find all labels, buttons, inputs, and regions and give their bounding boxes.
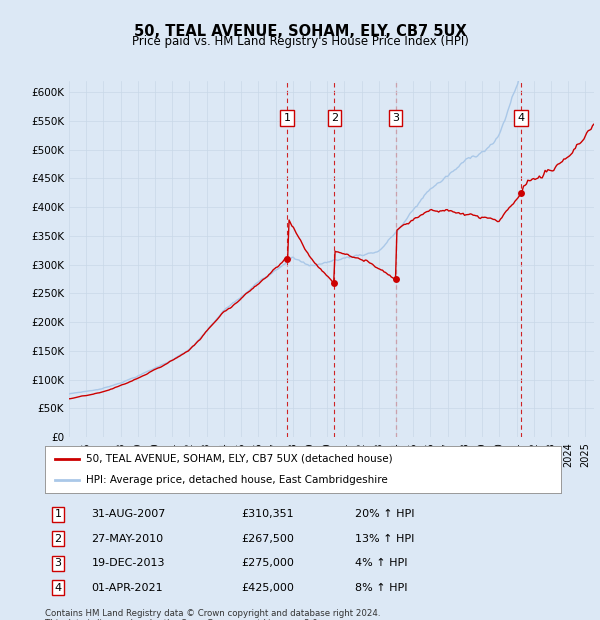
Text: 19-DEC-2013: 19-DEC-2013 (91, 559, 165, 569)
Text: 4: 4 (55, 583, 61, 593)
Text: 1: 1 (284, 113, 290, 123)
Text: 01-APR-2021: 01-APR-2021 (91, 583, 163, 593)
Text: 1: 1 (55, 510, 61, 520)
Text: 8% ↑ HPI: 8% ↑ HPI (355, 583, 407, 593)
Text: 2: 2 (331, 113, 338, 123)
Text: 4: 4 (517, 113, 524, 123)
Text: £275,000: £275,000 (241, 559, 294, 569)
Text: Contains HM Land Registry data © Crown copyright and database right 2024.
This d: Contains HM Land Registry data © Crown c… (45, 609, 380, 620)
Text: 4% ↑ HPI: 4% ↑ HPI (355, 559, 407, 569)
Text: 13% ↑ HPI: 13% ↑ HPI (355, 534, 414, 544)
Text: 31-AUG-2007: 31-AUG-2007 (91, 510, 166, 520)
Text: 2: 2 (55, 534, 61, 544)
Text: £267,500: £267,500 (241, 534, 294, 544)
Text: HPI: Average price, detached house, East Cambridgeshire: HPI: Average price, detached house, East… (86, 475, 388, 485)
Text: £425,000: £425,000 (241, 583, 294, 593)
Text: 50, TEAL AVENUE, SOHAM, ELY, CB7 5UX: 50, TEAL AVENUE, SOHAM, ELY, CB7 5UX (134, 24, 466, 38)
Text: 20% ↑ HPI: 20% ↑ HPI (355, 510, 414, 520)
Text: 50, TEAL AVENUE, SOHAM, ELY, CB7 5UX (detached house): 50, TEAL AVENUE, SOHAM, ELY, CB7 5UX (de… (86, 453, 393, 464)
Text: 27-MAY-2010: 27-MAY-2010 (91, 534, 164, 544)
Text: Price paid vs. HM Land Registry's House Price Index (HPI): Price paid vs. HM Land Registry's House … (131, 35, 469, 48)
Text: 3: 3 (55, 559, 61, 569)
Text: 3: 3 (392, 113, 399, 123)
Text: £310,351: £310,351 (241, 510, 294, 520)
